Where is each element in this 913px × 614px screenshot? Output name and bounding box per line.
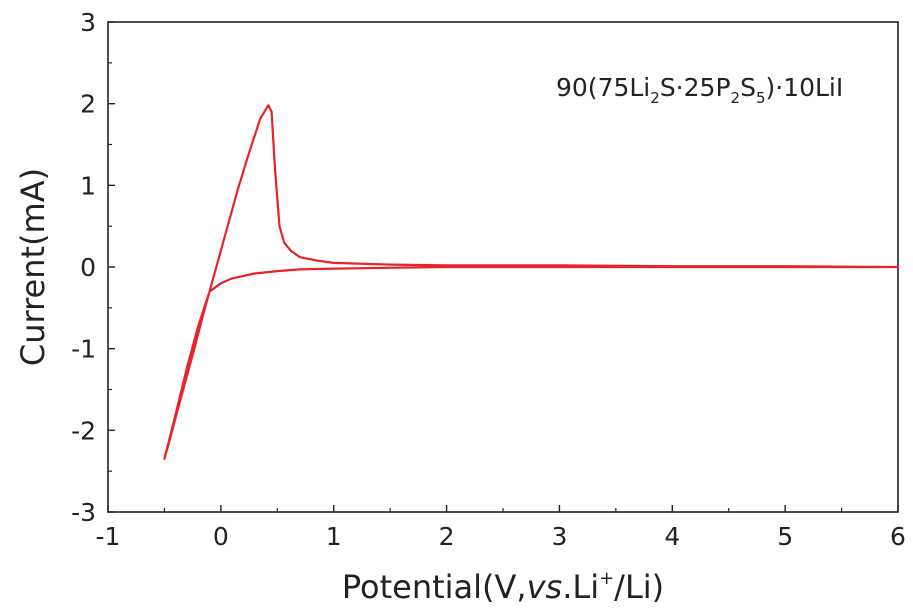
x-tick-label: 6 (890, 522, 906, 551)
y-tick-label: 1 (80, 171, 96, 200)
annot-sub-li2: 2 (650, 89, 660, 107)
cv-curve-0 (163, 104, 900, 460)
x-axis-title-sup: + (599, 568, 614, 589)
x-tick-label: 3 (551, 522, 567, 551)
x-tick-label: -1 (96, 522, 121, 551)
annot-part-4: )·10LiI (765, 73, 843, 102)
x-axis-title-mid: .Li (562, 568, 599, 606)
x-axis-title-vs: vs (527, 568, 563, 606)
annot-part-3: S (740, 73, 756, 102)
x-axis-title-suffix: /Li) (614, 568, 664, 606)
x-tick-label: 4 (664, 522, 680, 551)
y-tick-label: 2 (80, 90, 96, 119)
x-tick-label: 5 (777, 522, 793, 551)
x-tick-label: 2 (439, 522, 455, 551)
x-tick-label: 0 (213, 522, 229, 551)
y-axis-title: Current(mA) (14, 168, 52, 366)
annot-sub-p2: 2 (731, 89, 741, 107)
x-axis-ticks: -1 0 1 2 3 4 5 6 (96, 505, 906, 551)
y-tick-label: -2 (71, 416, 96, 445)
y-axis-ticks: -3 -2 -1 0 1 2 3 (71, 8, 115, 527)
y-tick-label: -1 (71, 335, 96, 364)
y-tick-label: 0 (80, 253, 96, 282)
x-axis-title-prefix: Potential(V, (342, 568, 527, 606)
annot-part-1: 90(75Li (556, 73, 650, 102)
x-axis-title: Potential(V,vs.Li+/Li) (342, 568, 664, 606)
series-layer (163, 104, 900, 460)
x-tick-label: 1 (326, 522, 342, 551)
annot-part-2: S·25P (660, 73, 731, 102)
y-tick-label: -3 (71, 498, 96, 527)
annot-sub-s5: 5 (756, 89, 766, 107)
y-tick-label: 3 (80, 8, 96, 37)
composition-annotation: 90(75Li2S·25P2S5)·10LiI (556, 73, 843, 107)
